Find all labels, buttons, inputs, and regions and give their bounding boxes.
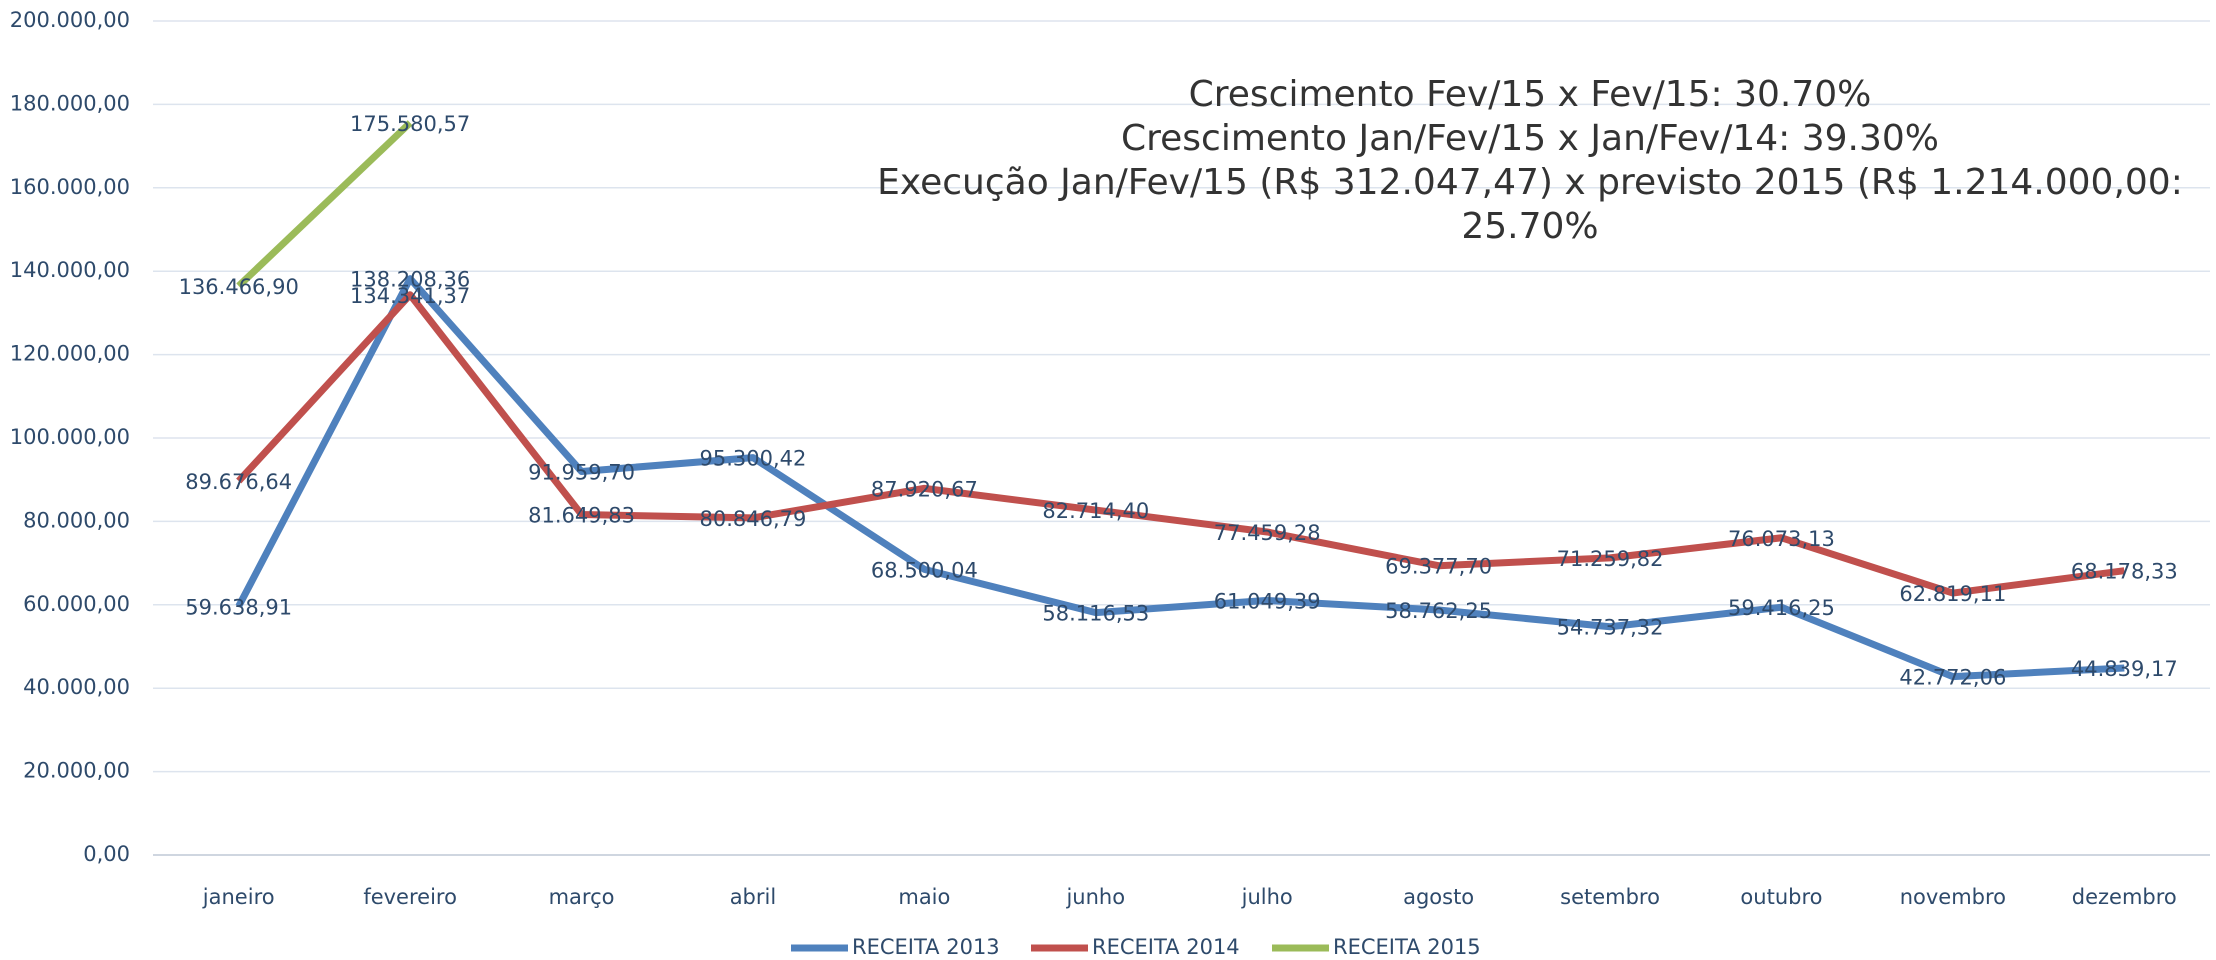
- data-label: 58.762,25: [1385, 599, 1492, 623]
- legend-label: RECEITA 2015: [1333, 935, 1481, 959]
- data-label: 76.073,13: [1728, 527, 1835, 551]
- y-tick-label: 100.000,00: [10, 425, 130, 449]
- y-tick-label: 40.000,00: [23, 675, 130, 699]
- y-tick-label: 20.000,00: [23, 759, 130, 783]
- y-tick-label: 140.000,00: [10, 258, 130, 282]
- data-label: 44.839,17: [2071, 657, 2178, 681]
- data-label: 58.116,53: [1042, 602, 1149, 626]
- data-label: 69.377,70: [1385, 555, 1492, 579]
- y-tick-label: 80.000,00: [23, 508, 130, 532]
- data-label: 136.466,90: [179, 275, 299, 299]
- x-tick-label: janeiro: [202, 885, 275, 909]
- y-tick-label: 160.000,00: [10, 175, 130, 199]
- legend-label: RECEITA 2013: [852, 935, 1000, 959]
- series-line: [235, 275, 2125, 681]
- data-label: 95.300,42: [700, 447, 807, 471]
- x-tick-label: dezembro: [2072, 885, 2177, 909]
- x-tick-label: outubro: [1740, 885, 1822, 909]
- data-label: 89.676,64: [185, 470, 292, 494]
- data-label: 71.259,82: [1557, 547, 1664, 571]
- data-label: 87.920,67: [871, 477, 978, 501]
- x-tick-label: julho: [1241, 885, 1293, 909]
- data-label: 59.416,25: [1728, 596, 1835, 620]
- y-tick-label: 120.000,00: [10, 342, 130, 366]
- data-label: 62.819,11: [1899, 582, 2006, 606]
- data-label: 77.459,28: [1214, 521, 1321, 545]
- x-tick-label: março: [549, 885, 615, 909]
- data-label: 80.846,79: [700, 507, 807, 531]
- y-tick-label: 0,00: [83, 842, 130, 866]
- x-tick-label: fevereiro: [363, 885, 457, 909]
- data-label: 91.959,70: [528, 461, 635, 485]
- annotation: Crescimento Fev/15 x Fev/15: 30.70%: [1189, 74, 1872, 115]
- x-tick-label: setembro: [1560, 885, 1660, 909]
- x-tick-label: junho: [1065, 885, 1125, 909]
- data-label: 59.638,91: [185, 595, 292, 619]
- y-tick-label: 200.000,00: [10, 8, 130, 32]
- data-label: 138.208,36: [350, 268, 470, 292]
- data-label: 175.580,57: [350, 112, 470, 136]
- series-line: [236, 120, 413, 289]
- x-tick-label: novembro: [1900, 885, 2006, 909]
- data-label: 82.714,40: [1042, 499, 1149, 523]
- annotation: Execução Jan/Fev/15 (R$ 312.047,47) x pr…: [877, 162, 2183, 203]
- data-label: 61.049,39: [1214, 589, 1321, 613]
- data-label: 42.772,06: [1899, 666, 2006, 690]
- y-tick-label: 60.000,00: [23, 592, 130, 616]
- data-label: 54.737,32: [1557, 616, 1664, 640]
- legend-label: RECEITA 2014: [1092, 935, 1240, 959]
- x-tick-label: abril: [730, 885, 777, 909]
- y-tick-label: 180.000,00: [10, 91, 130, 115]
- annotation: 25.70%: [1461, 206, 1598, 247]
- series-line: [236, 291, 2125, 597]
- data-label: 134.341,37: [350, 284, 470, 308]
- data-label: 68.178,33: [2071, 560, 2178, 584]
- annotation: Crescimento Jan/Fev/15 x Jan/Fev/14: 39.…: [1121, 118, 1939, 159]
- x-tick-label: maio: [898, 885, 950, 909]
- x-tick-label: agosto: [1403, 885, 1474, 909]
- data-label: 81.649,83: [528, 504, 635, 528]
- data-label: 68.500,04: [871, 558, 978, 582]
